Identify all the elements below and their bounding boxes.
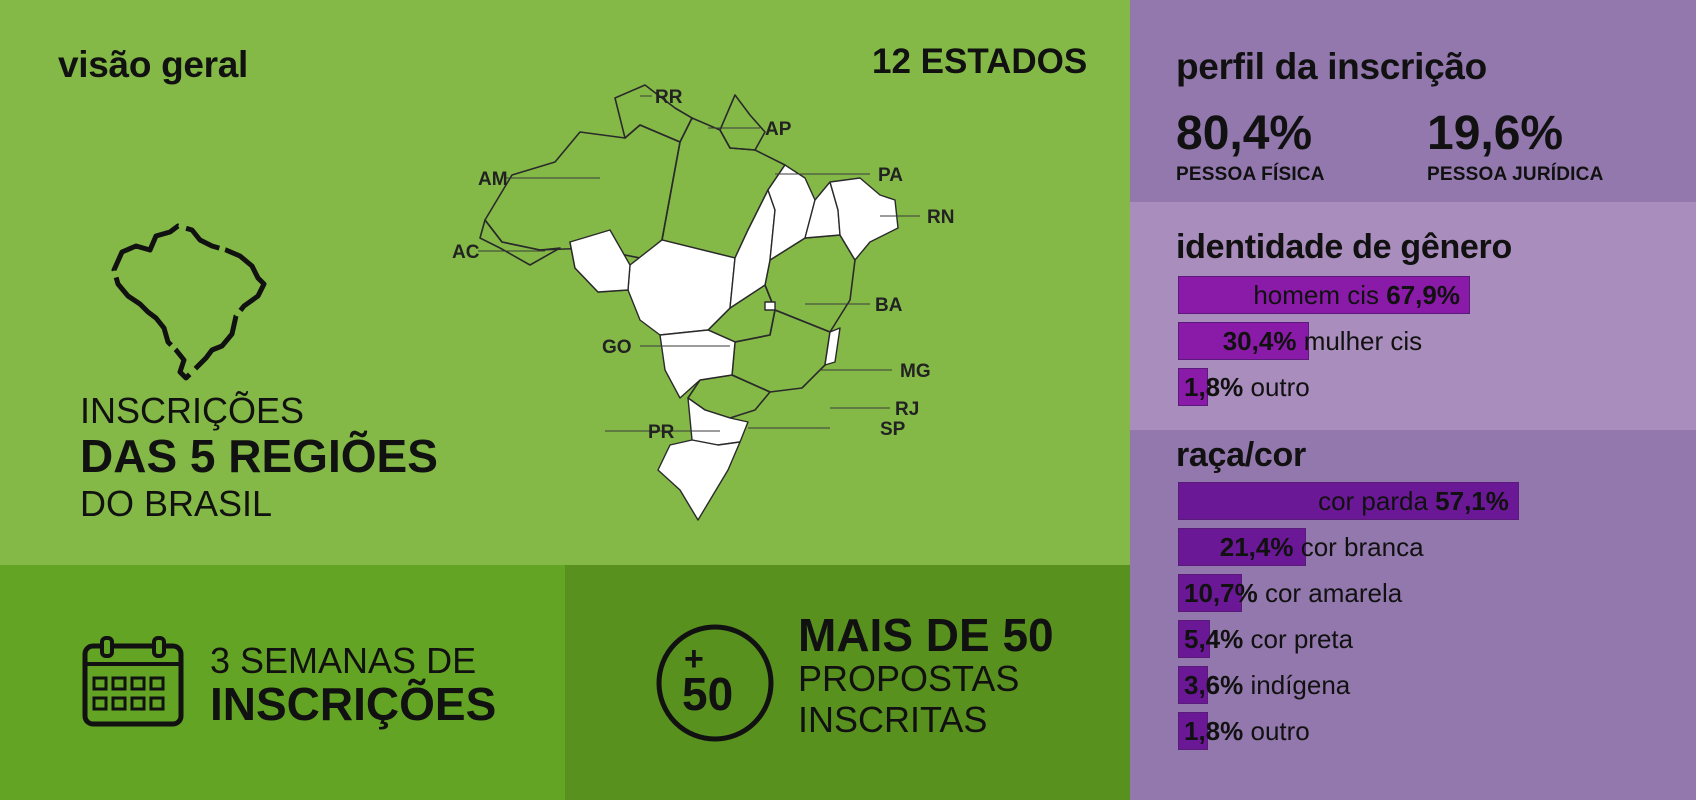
bar-homem-cis: [1178, 276, 1470, 314]
regions-text: INSCRIÇÕES DAS 5 REGIÕES DO BRASIL: [80, 390, 438, 525]
state-northeast: [829, 177, 899, 261]
state-df: [764, 301, 776, 311]
state-mt: [627, 239, 736, 336]
race-panel: raça/cor cor parda 57,1% 21,4% cor branca…: [1130, 430, 1696, 800]
state-es: [824, 327, 841, 366]
stat-pessoa-juridica-value: 19,6%: [1427, 107, 1564, 160]
weeks-line2: INSCRIÇÕES: [210, 678, 497, 731]
weeks-text: 3 SEMANAS DE INSCRIÇÕES: [210, 640, 496, 727]
bar-cor-preta: [1178, 620, 1211, 658]
bar-value-cor-amarela: 10,7%: [1184, 578, 1258, 608]
map-label-rr: RR: [655, 87, 683, 108]
bar-label-indigena: indígena: [1250, 670, 1351, 700]
map-label-sp: SP: [880, 419, 906, 440]
map-leader-lines: [478, 95, 920, 432]
state-to: [729, 189, 776, 309]
plus-50-circle-icon: + 50: [656, 624, 774, 742]
proposals-line1: MAIS DE 50: [798, 609, 1054, 661]
bar-text-outro: 1,8% outro: [1184, 712, 1310, 750]
map-label-ba: BA: [875, 295, 903, 316]
state-rr: [614, 84, 693, 143]
bar-mulher-cis: [1178, 322, 1309, 360]
states-count: 12 ESTADOS: [872, 42, 1088, 81]
bar-text-outro: 1,8% outro: [1184, 368, 1310, 406]
bar-value-outro: 1,8%: [1184, 716, 1244, 746]
bar-value-cor-parda: 57,1%: [1435, 486, 1509, 516]
map-label-rn: RN: [927, 207, 954, 228]
proposals-text: MAIS DE 50 PROPOSTAS INSCRITAS: [798, 612, 1054, 741]
map-labels: RR AP AM PA RN AC BA GO MG RJ PR SP: [452, 87, 954, 443]
bar-text-mulher-cis: 30,4% mulher cis: [1223, 322, 1422, 360]
participating-states: [569, 164, 899, 521]
map-label-pa: PA: [878, 165, 903, 186]
bar-value-homem-cis: 67,9%: [1386, 280, 1460, 310]
regions-line2: DAS 5 REGIÕES: [80, 430, 438, 483]
bar-outro: [1178, 368, 1208, 406]
bar-cor-amarela: [1178, 574, 1242, 612]
stat-pessoa-juridica: 19,6% PESSOA JURÍDICA: [1427, 110, 1604, 186]
gender-panel: identidade de gênero homem cis 67,9% 30,4…: [1130, 202, 1696, 430]
bar-label-outro: outro: [1250, 716, 1310, 746]
map-label-mg: MG: [900, 361, 931, 382]
bar-cor-parda: [1178, 482, 1519, 520]
bar-label-cor-amarela: cor amarela: [1264, 578, 1403, 608]
bar-label-mulher-cis: mulher cis: [1303, 326, 1423, 356]
bar-cor-branca: [1178, 528, 1306, 566]
brazil-map: RR AP AM PA RN AC BA GO MG RJ PR SP: [452, 84, 954, 521]
map-label-ac: AC: [452, 242, 480, 263]
overview-title: visão geral: [58, 44, 249, 85]
bar-text-cor-parda: cor parda 57,1%: [1318, 482, 1509, 520]
stat-pessoa-fisica-value: 80,4%: [1176, 107, 1313, 160]
bar-label-outro: outro: [1250, 372, 1310, 402]
bar-value-outro: 1,8%: [1184, 372, 1244, 402]
map-label-ap: AP: [765, 119, 792, 140]
bar-label-cor-branca: cor branca: [1300, 532, 1424, 562]
bar-text-homem-cis: homem cis 67,9%: [1253, 276, 1460, 314]
bar-indigena: [1178, 666, 1208, 704]
badge-number: 50: [682, 668, 733, 720]
bar-outro: [1178, 712, 1208, 750]
bar-text-cor-branca: 21,4% cor branca: [1220, 528, 1424, 566]
brazil-outline-icon: [111, 223, 267, 381]
stat-pessoa-juridica-label: PESSOA JURÍDICA: [1427, 164, 1604, 185]
bar-text-cor-preta: 5,4% cor preta: [1184, 620, 1353, 658]
gender-title: identidade de gênero: [1176, 228, 1512, 266]
map-label-pr: PR: [648, 422, 675, 443]
bar-text-cor-amarela: 10,7% cor amarela: [1184, 574, 1402, 612]
bar-label-cor-preta: cor preta: [1250, 624, 1354, 654]
stat-pessoa-fisica-label: PESSOA FÍSICA: [1176, 164, 1325, 185]
regions-line1: INSCRIÇÕES: [80, 390, 305, 431]
map-label-am: AM: [478, 169, 508, 190]
state-ac: [479, 219, 561, 266]
bar-label-cor-parda: cor parda: [1318, 486, 1428, 516]
bar-value-cor-preta: 5,4%: [1184, 624, 1244, 654]
proposals-line2: PROPOSTAS: [798, 658, 1020, 699]
bar-value-mulher-cis: 30,4%: [1222, 326, 1297, 356]
bar-value-indigena: 3,6%: [1184, 670, 1244, 700]
proposals-line3: INSCRITAS: [798, 699, 988, 741]
badge-plus: +: [684, 640, 704, 678]
map-label-rj: RJ: [895, 399, 919, 420]
overview-panel: visão geral 12 ESTADOS INSCRIÇÕES DAS 5 …: [0, 0, 1130, 565]
state-ms: [659, 329, 736, 399]
map-label-go: GO: [602, 337, 632, 358]
bar-label-homem-cis: homem cis: [1253, 280, 1380, 310]
race-title: raça/cor: [1176, 436, 1306, 474]
profile-panel: perfil da inscrição 80,4% PESSOA FÍSICA …: [1130, 0, 1696, 202]
profile-title: perfil da inscrição: [1176, 46, 1487, 87]
stat-pessoa-fisica: 80,4% PESSOA FÍSICA: [1176, 110, 1325, 186]
state-ma: [767, 164, 816, 261]
state-rs: [657, 439, 741, 521]
state-mg: [731, 309, 831, 393]
bar-value-cor-branca: 21,4%: [1219, 532, 1294, 562]
regions-line3: DO BRASIL: [80, 483, 273, 525]
calendar-icon: [82, 636, 184, 727]
state-ro-white: [569, 229, 631, 293]
bar-text-indigena: 3,6% indígena: [1184, 666, 1350, 704]
state-sc: [687, 397, 749, 446]
weeks-line1: 3 SEMANAS DE: [210, 640, 477, 681]
